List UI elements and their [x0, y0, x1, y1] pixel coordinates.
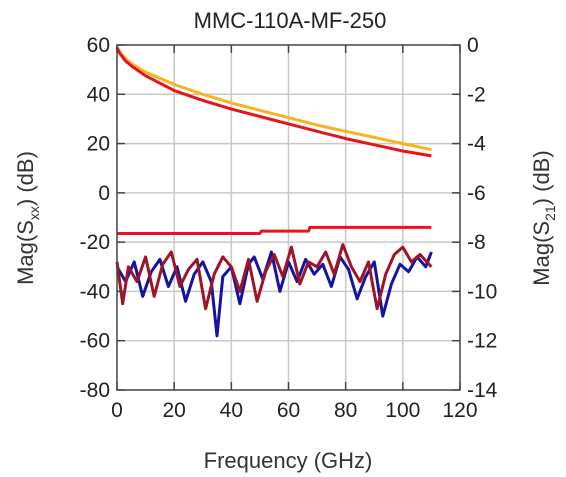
- y-axis-right-label: Mag(S21) (dB): [529, 150, 558, 285]
- y-left-tick-label: 0: [98, 182, 110, 205]
- x-tick-label: 100: [385, 399, 420, 422]
- y-right-tick-label: -4: [467, 133, 486, 156]
- series-layer: [115, 46, 433, 338]
- y-left-tick-label: -40: [80, 280, 110, 303]
- y-left-tick-label: -80: [80, 379, 110, 402]
- x-axis-label: Frequency (GHz): [204, 448, 373, 473]
- x-tick-label: 80: [334, 399, 357, 422]
- x-axis: 0 20 40 60 80 100 120: [111, 45, 478, 422]
- y-right-tick-label: -10: [467, 280, 497, 303]
- y-right-tick-label: -12: [467, 330, 497, 353]
- y-left-label-tail: ) (dB): [13, 151, 38, 206]
- series-line-2: [117, 225, 432, 235]
- y-left-tick-label: 20: [87, 133, 110, 156]
- y-axis-left: -80 -60 -40 -20 0 20 40 60: [80, 34, 125, 402]
- series-line-1: [115, 46, 432, 158]
- x-tick-label: 60: [277, 399, 300, 422]
- y-right-label-base: Mag(S: [529, 221, 554, 286]
- chart-title: MMC-110A-MF-250: [194, 8, 387, 33]
- y-axis-left-label: Mag(Sxx) (dB): [13, 151, 42, 285]
- y-left-tick-label: -60: [80, 330, 110, 353]
- x-tick-label: 0: [111, 399, 123, 422]
- grid: [117, 45, 460, 390]
- y-right-label-sub: 21: [542, 205, 558, 221]
- y-right-tick-label: -2: [467, 83, 486, 106]
- x-tick-label: 20: [162, 399, 185, 422]
- x-tick-label: 40: [220, 399, 243, 422]
- y-left-tick-label: -20: [80, 231, 110, 254]
- y-right-tick-label: 0: [467, 34, 479, 57]
- series-line-0: [115, 46, 432, 152]
- y-left-label-base: Mag(S: [13, 220, 38, 285]
- series-line-4: [115, 243, 433, 311]
- x-tick-label: 120: [442, 399, 477, 422]
- y-left-tick-label: 40: [87, 83, 110, 106]
- y-right-label-tail: ) (dB): [529, 150, 554, 205]
- y-right-tick-label: -8: [467, 231, 486, 254]
- y-axis-right: -14 -12 -10 -8 -6 -4 -2 0: [452, 34, 498, 402]
- y-right-tick-label: -6: [467, 182, 486, 205]
- y-left-label-sub: xx: [26, 206, 42, 220]
- y-left-tick-label: 60: [87, 34, 110, 57]
- y-right-tick-label: -14: [467, 379, 498, 402]
